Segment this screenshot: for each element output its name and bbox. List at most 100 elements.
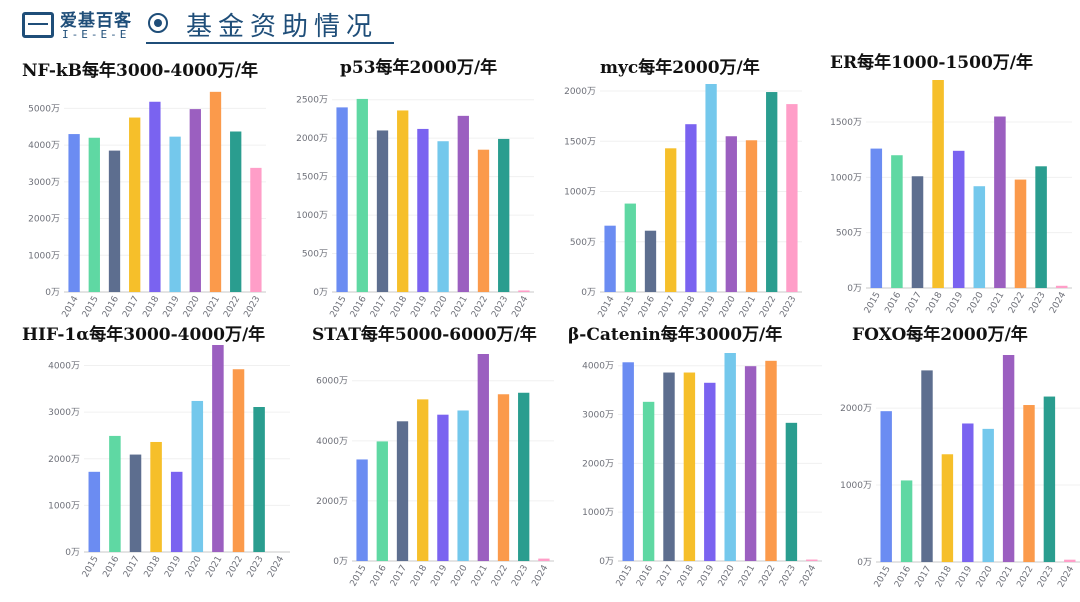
y-tick-label: 3000万	[48, 408, 80, 418]
bar	[962, 423, 974, 562]
bar	[806, 559, 818, 561]
bar	[785, 422, 798, 561]
bar	[497, 394, 510, 561]
bar	[356, 459, 368, 561]
y-tick-label: 1000万	[830, 173, 862, 183]
y-tick-label: 1000万	[296, 211, 328, 221]
y-tick-label: 1000万	[840, 481, 872, 491]
bar	[624, 203, 636, 292]
bar	[191, 400, 204, 552]
chart-title: p53每年2000万/年	[340, 58, 498, 78]
logo-name: 爱基百客	[60, 11, 132, 31]
y-tick-label: 500万	[302, 250, 328, 260]
bar	[356, 98, 368, 292]
bar	[644, 230, 657, 292]
y-tick-label: 2000万	[582, 459, 614, 469]
bar	[68, 134, 80, 292]
bar	[994, 116, 1006, 288]
bar	[477, 354, 489, 561]
y-tick-label: 0万	[333, 557, 348, 567]
bar	[932, 80, 944, 288]
y-tick-label: 1500万	[830, 118, 862, 128]
y-tick-label: 2000万	[840, 404, 872, 414]
bar	[1055, 285, 1068, 288]
y-tick-label: 4000万	[28, 141, 60, 151]
x-tick-label: 2023	[1036, 565, 1056, 590]
x-tick-label: 2015	[873, 565, 893, 590]
bar	[665, 148, 677, 292]
bar	[891, 155, 903, 288]
y-tick-label: 0万	[313, 288, 328, 298]
bar	[766, 92, 778, 292]
bullet-icon	[148, 13, 168, 33]
y-tick-label: 4000万	[582, 362, 614, 372]
bar	[921, 370, 933, 562]
x-tick-label: 2018	[934, 564, 954, 589]
bar	[642, 401, 655, 561]
bar	[108, 150, 121, 292]
x-tick-label: 2022	[1015, 565, 1035, 590]
y-tick-label: 3000万	[582, 411, 614, 421]
bar	[663, 372, 675, 561]
bar	[88, 137, 100, 292]
bar	[765, 360, 777, 561]
y-tick-label: 3000万	[28, 178, 60, 188]
bar	[376, 130, 389, 292]
bar	[941, 454, 954, 562]
chart-title: myc每年2000万/年	[600, 58, 760, 78]
bar	[437, 141, 449, 292]
x-tick-label: 2016	[893, 564, 913, 589]
bar	[518, 392, 530, 561]
x-tick-label: 2019	[954, 564, 974, 589]
y-tick-label: 500万	[570, 238, 596, 248]
y-tick-label: 0万	[581, 288, 596, 298]
bar	[232, 369, 245, 552]
chart-title: FOXO每年2000万/年	[852, 325, 1028, 345]
chart-title: ER每年1000-1500万/年	[830, 53, 1033, 73]
y-tick-label: 2000万	[28, 215, 60, 225]
chart-title: β-Catenin每年3000万/年	[568, 325, 783, 345]
bar	[1014, 179, 1027, 288]
page-title: 基金资助情况	[186, 12, 379, 42]
bar	[396, 421, 409, 561]
bar	[376, 441, 388, 561]
bar	[88, 471, 101, 552]
bar	[457, 115, 469, 292]
chart-title: HIF-1α每年3000-4000万/年	[22, 325, 266, 345]
bar	[129, 454, 142, 552]
bar	[870, 148, 883, 288]
bar	[538, 558, 550, 561]
bar	[169, 136, 181, 292]
bar	[880, 411, 892, 562]
bar	[704, 382, 716, 561]
bar	[786, 104, 798, 292]
y-tick-label: 5000万	[28, 104, 60, 114]
y-tick-label: 2000万	[48, 455, 80, 465]
y-tick-label: 4000万	[48, 362, 80, 372]
bar	[724, 353, 736, 561]
y-tick-label: 1000万	[564, 188, 596, 198]
bar	[336, 107, 348, 292]
page-header: 爱基百客 I-E-E-E 基金资助情况	[0, 0, 1080, 50]
bar	[397, 110, 409, 292]
bar	[604, 225, 616, 292]
y-tick-label: 1500万	[564, 137, 596, 147]
bar	[1023, 405, 1035, 562]
y-tick-label: 6000万	[316, 377, 348, 387]
bar	[477, 149, 490, 292]
x-tick-label: 2020	[975, 564, 995, 589]
bar	[437, 414, 449, 561]
bar	[685, 124, 697, 292]
bar	[253, 407, 265, 552]
bar	[683, 372, 696, 561]
bar	[498, 138, 510, 292]
bar	[705, 84, 717, 292]
chart-title: STAT每年5000-6000万/年	[312, 325, 537, 345]
title-underline	[146, 42, 394, 44]
y-tick-label: 1000万	[28, 251, 60, 261]
